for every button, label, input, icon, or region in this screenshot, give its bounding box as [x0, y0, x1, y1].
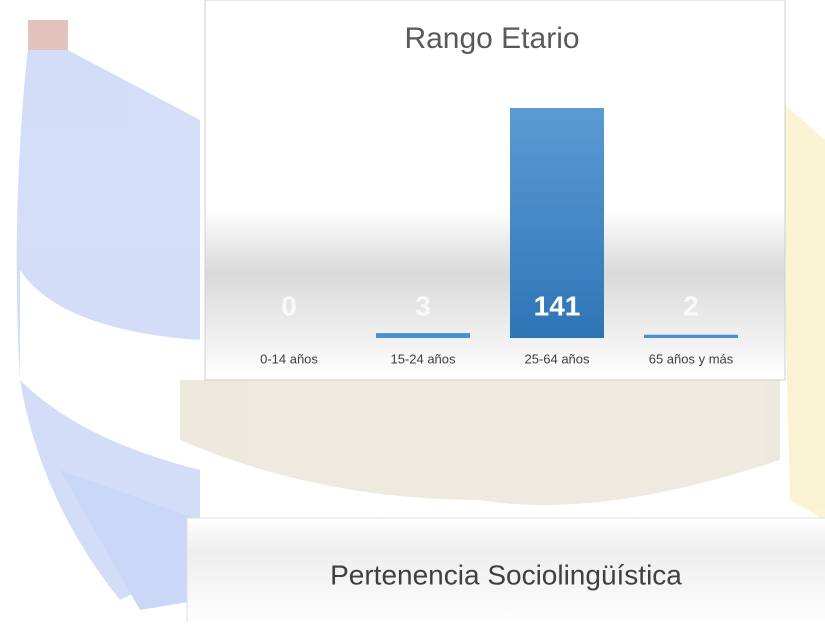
bar — [376, 333, 470, 338]
chart-panel — [205, 0, 785, 380]
x-tick-label: 15-24 años — [390, 351, 456, 366]
bar — [644, 335, 738, 338]
data-label: 2 — [683, 290, 699, 321]
x-tick-label: 25-64 años — [524, 351, 590, 366]
x-tick-label: 65 años y más — [649, 351, 734, 366]
data-label: 141 — [534, 290, 581, 321]
chart-title: Rango Etario — [404, 22, 579, 55]
data-label: 3 — [415, 290, 431, 321]
panel-title: Pertenencia Sociolingüística — [330, 559, 682, 590]
screen: Rango Etario Pertenencia Sociolingüístic… — [0, 0, 825, 622]
x-tick-label: 0-14 años — [260, 351, 318, 366]
data-label: 0 — [281, 290, 297, 321]
page: {"chart_data": {"type": "bar", "title": … — [0, 0, 825, 622]
